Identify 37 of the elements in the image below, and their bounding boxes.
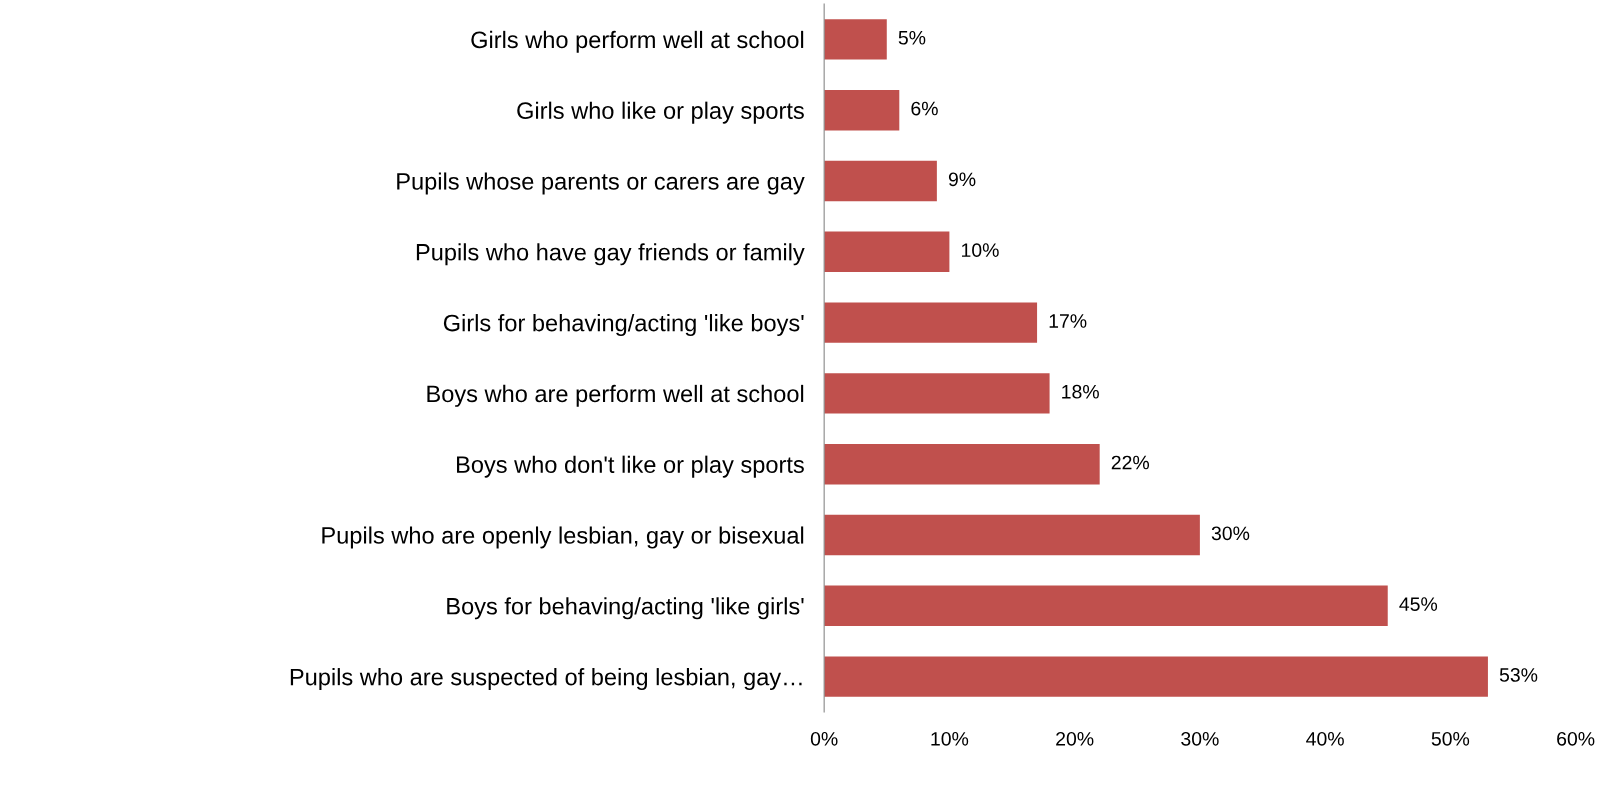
data-label: 53% <box>1499 668 1538 682</box>
bar <box>824 656 1488 697</box>
x-tick-label: 20% <box>1056 731 1094 746</box>
y-tick-label: Pupils who are suspected of being lesbian, gay… <box>290 668 802 691</box>
y-tick-label: Pupils who have gay friends or family <box>416 243 805 266</box>
data-label: 5% <box>898 30 926 45</box>
data-label: 45% <box>1399 597 1438 612</box>
bar <box>824 373 1050 414</box>
y-tick-label: Girls who like or play sports <box>517 101 804 124</box>
bar <box>824 444 1100 485</box>
data-label: 6% <box>911 101 938 116</box>
bar <box>824 231 950 272</box>
y-tick-label: Pupils whose parents or carers are gay <box>397 172 805 195</box>
data-label: 10% <box>961 243 999 258</box>
x-tick-label: 50% <box>1431 731 1470 746</box>
y-tick-label: Boys who are perform well at school <box>427 384 804 407</box>
bar <box>824 514 1200 556</box>
x-tick-label: 10% <box>931 731 969 746</box>
y-tick-label: Boys for behaving/acting 'like girls' <box>447 597 804 620</box>
bar <box>824 19 887 60</box>
data-label: 17% <box>1049 314 1087 328</box>
data-label: 30% <box>1211 526 1250 541</box>
bar <box>824 302 1038 343</box>
data-label: 18% <box>1062 384 1099 399</box>
y-tick-label: Girls for behaving/acting 'like boys' <box>443 314 804 337</box>
y-tick-label: Pupils who are openly lesbian, gay or bisexual <box>322 526 804 549</box>
x-tick-label: 40% <box>1306 731 1344 746</box>
bar <box>824 90 900 131</box>
data-label: 9% <box>948 172 976 187</box>
y-tick-label: Girls who perform well at school <box>471 30 804 53</box>
x-tick-label: 0% <box>810 731 838 746</box>
x-tick-label: 30% <box>1181 731 1219 746</box>
x-tick-label: 60% <box>1557 731 1595 746</box>
bar <box>824 160 937 202</box>
data-label: 22% <box>1111 455 1150 470</box>
y-tick-label: Boys who don't like or play sports <box>457 455 804 478</box>
bar <box>824 585 1388 626</box>
